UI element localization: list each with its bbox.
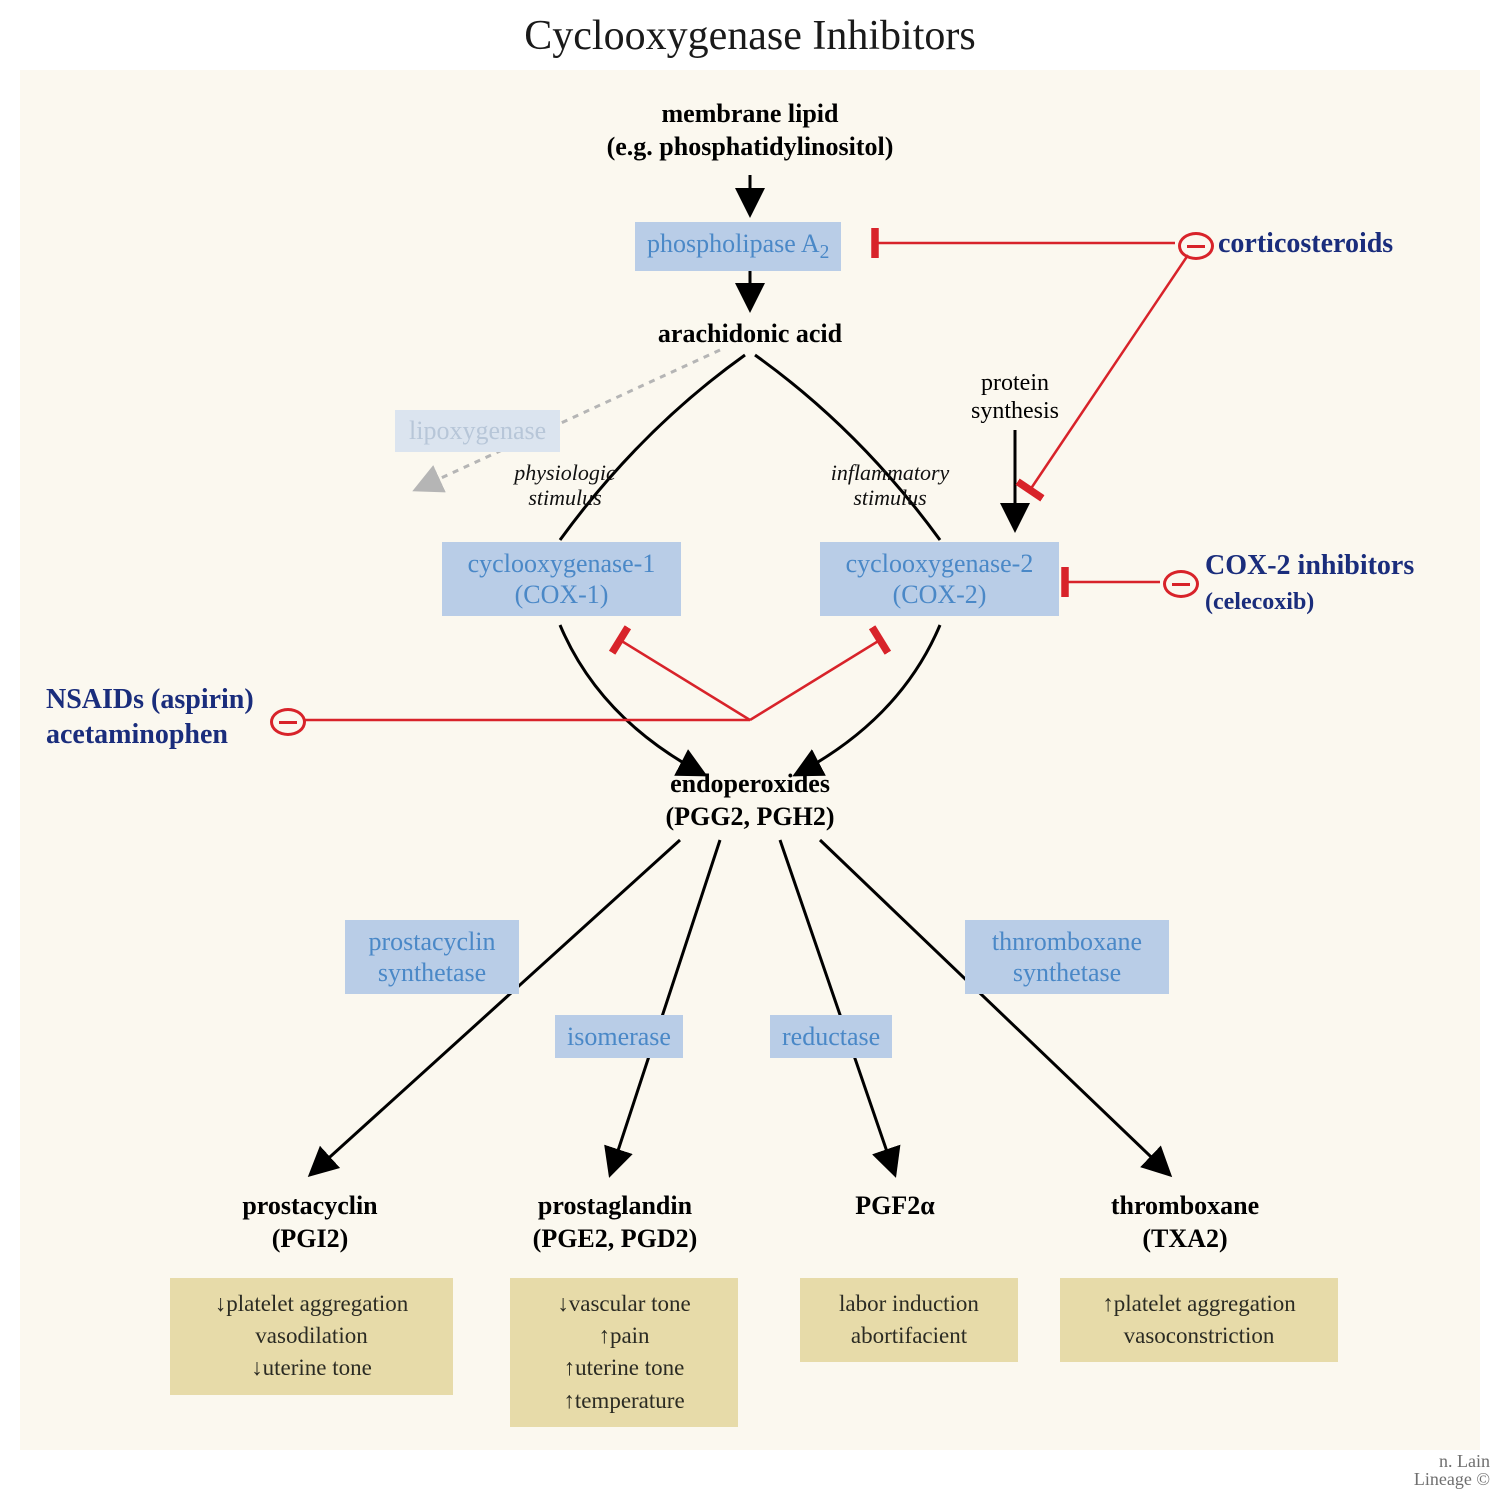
arachidonic-node: arachidonic acid xyxy=(620,318,880,351)
membrane-lipid-l2: (e.g. phosphatidylinositol) xyxy=(607,132,894,161)
signature: n. Lain Lineage © xyxy=(1414,1452,1490,1488)
isomerase-enzyme: isomerase xyxy=(555,1015,683,1058)
phospholipase-enzyme: phospholipase A2 xyxy=(635,222,841,271)
nsaids-label: NSAIDs (aspirin) acetaminophen xyxy=(46,682,254,752)
cox2-enzyme: cyclooxygenase-2 (COX-2) xyxy=(820,542,1059,616)
prostacyclin-node: prostacyclin (PGI2) xyxy=(195,1190,425,1255)
thromboxane-synth-enzyme: thnromboxane synthetase xyxy=(965,920,1169,994)
physiologic-stimulus-label: physiologic stimulus xyxy=(500,460,630,511)
lipoxygenase-enzyme: lipoxygenase xyxy=(395,410,560,452)
cox1-enzyme: cyclooxygenase-1 (COX-1) xyxy=(442,542,681,616)
prostaglandin-node: prostaglandin (PGE2, PGD2) xyxy=(490,1190,740,1255)
inflammatory-stimulus-label: inflammatory stimulus xyxy=(810,460,970,511)
corticosteroids-label: corticosteroids xyxy=(1218,226,1393,261)
membrane-lipid-l1: membrane lipid xyxy=(662,99,839,128)
membrane-lipid-node: membrane lipid (e.g. phosphatidylinosito… xyxy=(520,98,980,163)
pgi2-effects: ↓platelet aggregation vasodilation ↓uter… xyxy=(170,1278,453,1395)
minus-icon xyxy=(1163,570,1199,598)
page-title: Cyclooxygenase Inhibitors xyxy=(0,12,1500,60)
cox2-inhibitors-label: COX-2 inhibitors (celecoxib) xyxy=(1205,548,1414,618)
protein-synthesis-label: protein synthesis xyxy=(955,370,1075,425)
txa2-effects: ↑platelet aggregation vasoconstriction xyxy=(1060,1278,1338,1362)
endoperoxides-node: endoperoxides (PGG2, PGH2) xyxy=(600,768,900,833)
minus-icon xyxy=(1178,232,1214,260)
prostacyclin-synth-enzyme: prostacyclin synthetase xyxy=(345,920,519,994)
thromboxane-node: thromboxane (TXA2) xyxy=(1070,1190,1300,1255)
pgf2a-node: PGF2α xyxy=(830,1190,960,1223)
pgf2a-effects: labor induction abortifacient xyxy=(800,1278,1018,1362)
minus-icon xyxy=(270,708,306,736)
reductase-enzyme: reductase xyxy=(770,1015,892,1058)
pge2-effects: ↓vascular tone ↑pain ↑uterine tone ↑temp… xyxy=(510,1278,738,1427)
